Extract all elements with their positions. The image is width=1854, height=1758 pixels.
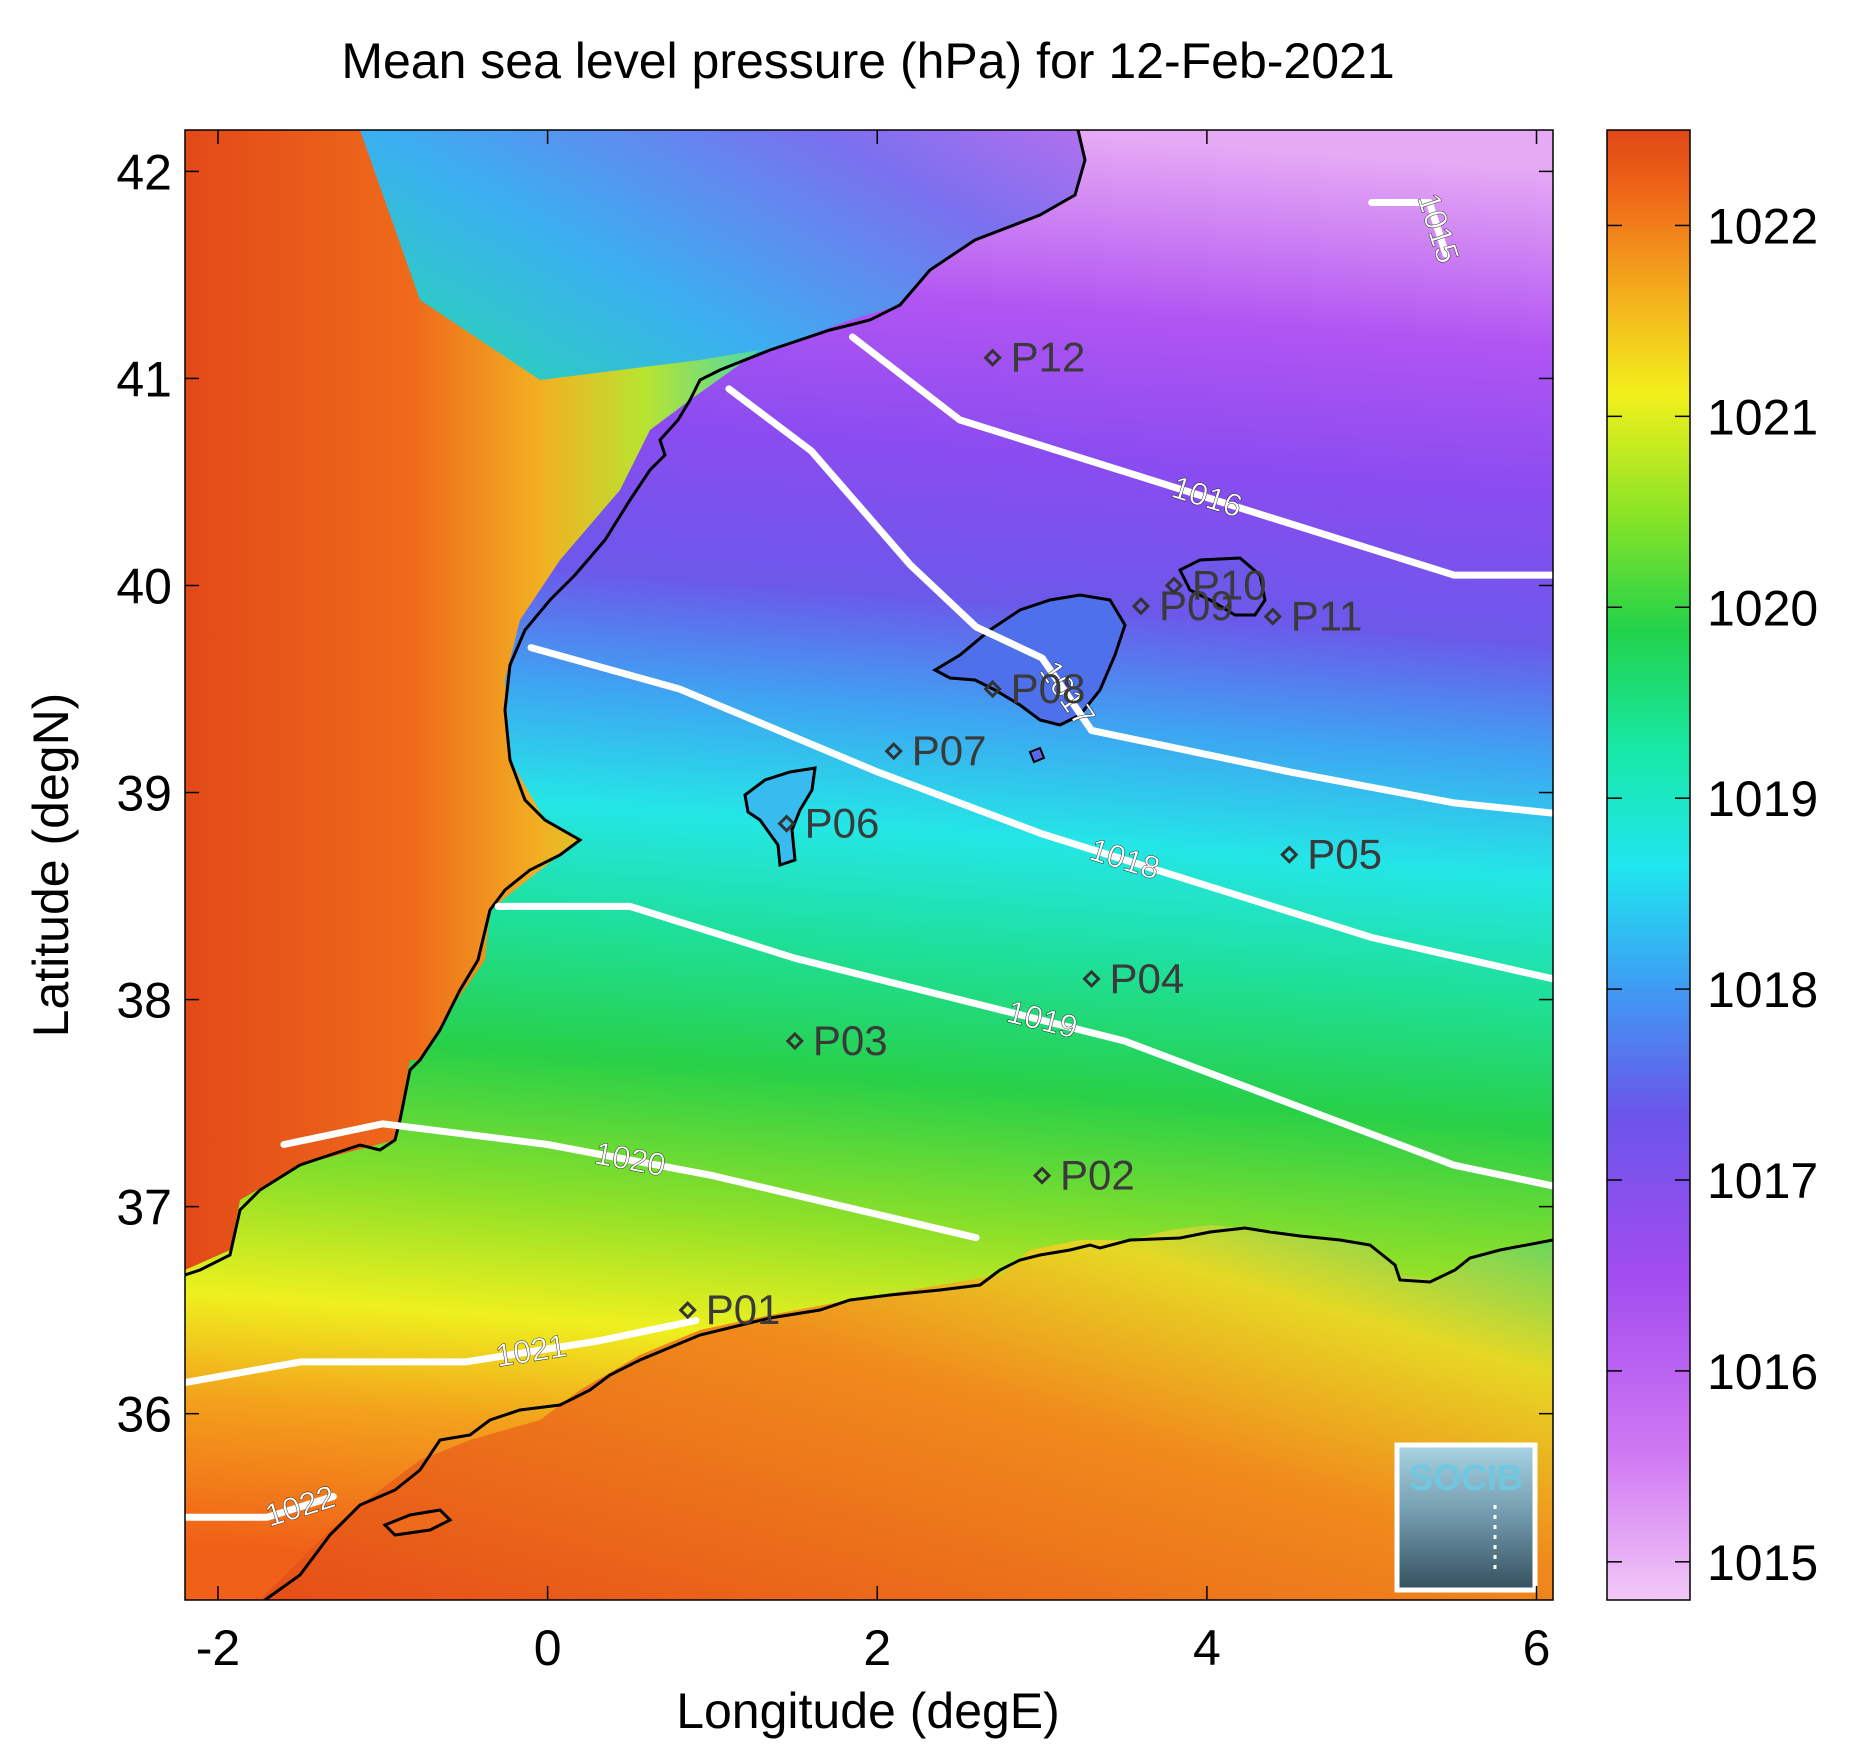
contour-line-1022	[185, 1493, 337, 1521]
contour-line-1015	[1368, 199, 1450, 258]
station-label-p04: P04	[1110, 955, 1185, 1002]
alboran-island	[382, 1508, 453, 1537]
socib-logo-text: SOCIB	[1409, 1457, 1523, 1498]
station-marker-p12	[983, 348, 1002, 367]
coastline-africa	[264, 1226, 1553, 1600]
station-marker-p03	[785, 1031, 804, 1051]
coastline-iberia	[185, 130, 1087, 1277]
colorbar-tick-label: 1020	[1707, 580, 1818, 636]
contour-line-1020	[280, 1120, 980, 1242]
x-axis-label: Longitude (degE)	[676, 1683, 1060, 1739]
y-tick-label: 39	[116, 766, 172, 822]
y-tick-label: 37	[116, 1180, 172, 1236]
station-marker-p06	[777, 814, 796, 833]
x-tick-label: 6	[1523, 1620, 1551, 1676]
colorbar-tick-label: 1015	[1707, 1535, 1818, 1591]
station-marker-p05	[1280, 845, 1299, 864]
station-marker-p01	[678, 1301, 697, 1320]
colorbar-ticks: 1015 1016 1017 1018 1019 1020 1021 1022	[1607, 198, 1818, 1591]
colorbar-tick-label: 1018	[1707, 962, 1818, 1018]
island-ibiza	[743, 766, 817, 868]
x-tick-label: 0	[534, 1620, 562, 1676]
colorbar-tick-label: 1017	[1707, 1153, 1818, 1209]
y-tick-label: 36	[116, 1387, 172, 1443]
y-axis-label: Latitude (degN)	[23, 693, 79, 1038]
island-mallorca	[931, 593, 1127, 727]
colorbar-tick-label: 1019	[1707, 771, 1818, 827]
plot-frame	[184, 129, 1554, 1601]
contour-line-1021	[185, 1317, 700, 1387]
station-label-p06: P06	[805, 800, 880, 847]
colorbar-tick-label: 1016	[1707, 1344, 1818, 1400]
contour-label-1019: 1019	[1003, 993, 1081, 1045]
socib-logo: SOCIB	[1394, 1442, 1538, 1593]
chart-title: Mean sea level pressure (hPa) for 12-Feb…	[341, 33, 1394, 89]
land-africa	[260, 1225, 1553, 1600]
x-tick-label: 2	[863, 1620, 891, 1676]
colorbar-scale	[1606, 129, 1691, 1601]
station-marker-p11	[1263, 607, 1282, 626]
station-label-p12: P12	[1011, 334, 1086, 381]
station-label-p08: P08	[1011, 665, 1086, 712]
station-label-p01: P01	[706, 1286, 781, 1333]
x-tick-label: -2	[196, 1620, 240, 1676]
x-tick-label: 4	[1193, 1620, 1221, 1676]
contour-line-1017	[725, 385, 1553, 817]
island-cabrera	[1028, 746, 1046, 764]
land-iberia	[185, 130, 760, 1270]
y-tick-label: 40	[116, 558, 172, 614]
y-axis: 36 37 38 39 40 41 42	[116, 144, 1553, 1443]
y-tick-label: 38	[116, 973, 172, 1029]
station-marker-p09	[1131, 597, 1151, 616]
station-marker-p10	[1164, 576, 1184, 595]
contour-line-1019	[494, 902, 1553, 1190]
contour-line-1018	[527, 644, 1553, 983]
station-label-p10: P10	[1192, 561, 1267, 608]
colorbar-tick-label: 1022	[1707, 198, 1818, 254]
station-marker-p02	[1032, 1166, 1052, 1185]
y-tick-label: 41	[116, 351, 172, 407]
contour-line-1016	[849, 333, 1553, 579]
colorbar-tick-label: 1021	[1707, 389, 1818, 445]
station-label-p07: P07	[912, 727, 987, 774]
x-axis: -2 0 2 4 6	[196, 130, 1551, 1676]
island-menorca	[1177, 556, 1267, 617]
station-marker-p08	[983, 679, 1002, 699]
y-tick-label: 42	[116, 144, 172, 200]
station-label-p02: P02	[1060, 1152, 1135, 1199]
station-label-p05: P05	[1307, 831, 1382, 878]
station-marker-p07	[884, 742, 903, 761]
station-label-p11: P11	[1291, 593, 1363, 640]
colorbar: 1015 1016 1017 1018 1019 1020 1021 1022	[1606, 129, 1818, 1601]
station-marker-p04	[1082, 969, 1101, 988]
station-label-p03: P03	[813, 1017, 888, 1064]
